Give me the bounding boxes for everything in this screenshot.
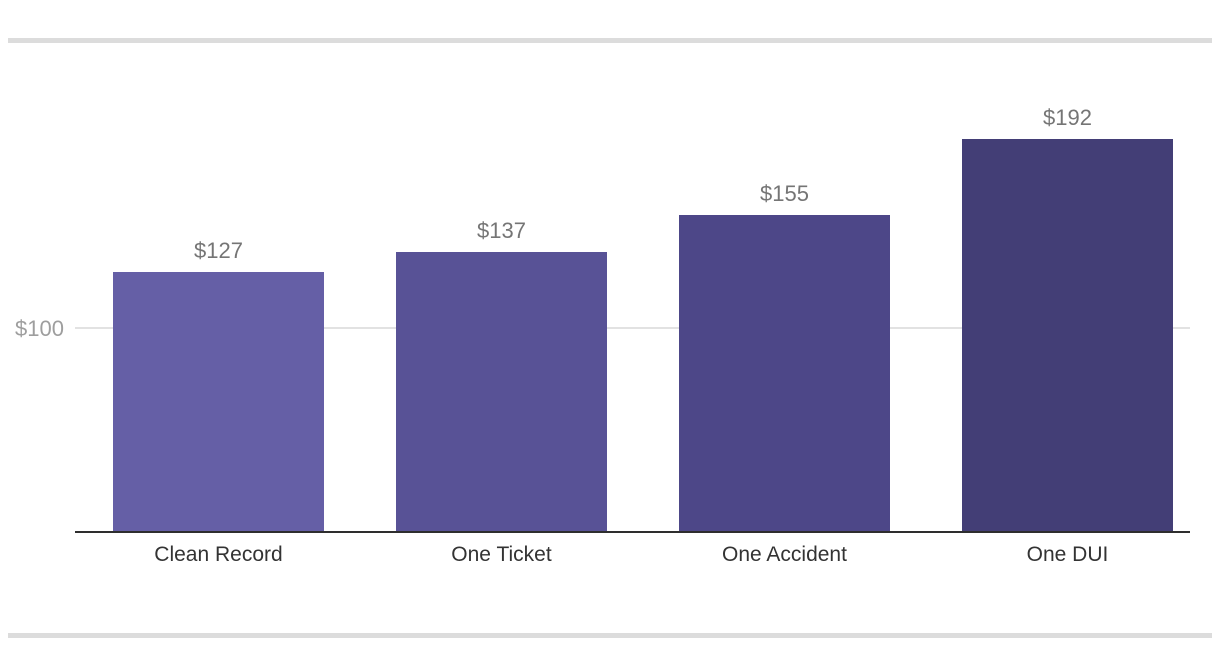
bar-clean-record xyxy=(113,272,324,531)
x-axis-category-label: Clean Record xyxy=(154,543,283,566)
bar-one-accident xyxy=(679,215,890,531)
bar-value-label: $127 xyxy=(194,238,243,263)
y-gridline xyxy=(75,327,1190,329)
bar-group-clean-record: $127 xyxy=(113,0,324,531)
x-axis-line xyxy=(75,531,1190,533)
bar-group-one-ticket: $137 xyxy=(396,0,607,531)
top-divider xyxy=(8,38,1212,43)
bar-value-label: $137 xyxy=(477,218,526,243)
x-axis-category-label: One Ticket xyxy=(451,543,552,566)
y-axis-tick-label: $100 xyxy=(15,316,64,341)
bar-one-ticket xyxy=(396,252,607,531)
bar-value-label: $155 xyxy=(760,181,809,206)
bottom-divider xyxy=(8,633,1212,638)
x-axis-category-label: One DUI xyxy=(1026,543,1109,566)
bar-one-dui xyxy=(962,139,1173,531)
bar-group-one-dui: $192 xyxy=(962,0,1173,531)
bar-group-one-accident: $155 xyxy=(679,0,890,531)
x-axis-category-label: One Accident xyxy=(722,543,847,566)
bar-value-label: $192 xyxy=(1043,105,1092,130)
